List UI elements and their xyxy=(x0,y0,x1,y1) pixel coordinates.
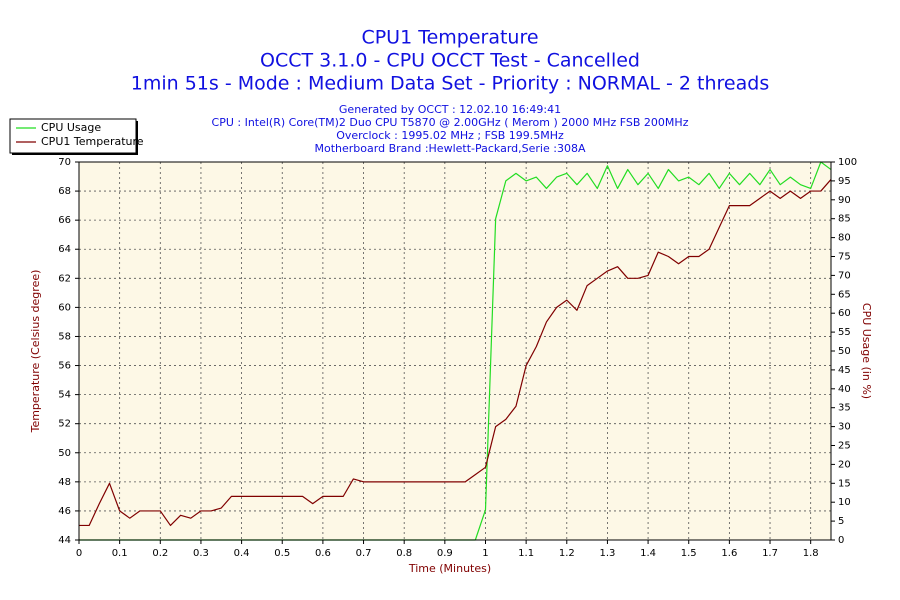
y2-tick-label: 70 xyxy=(838,270,851,281)
y-tick-label: 52 xyxy=(58,419,71,430)
y2-tick-label: 55 xyxy=(838,327,851,338)
x-tick-label: 0.9 xyxy=(437,548,453,559)
y2-tick-label: 100 xyxy=(838,157,857,168)
x-tick-label: 1.4 xyxy=(640,548,656,559)
chart-title: OCCT 3.1.0 - CPU OCCT Test - Cancelled xyxy=(260,50,640,72)
x-tick-label: 0.2 xyxy=(152,548,168,559)
x-tick-label: 0.6 xyxy=(315,548,331,559)
y-tick-label: 50 xyxy=(58,448,71,459)
subtitle: CPU : Intel(R) Core(TM)2 Duo CPU T5870 @… xyxy=(212,116,689,129)
y-tick-label: 54 xyxy=(58,390,71,401)
y2-tick-label: 95 xyxy=(838,176,851,187)
y2-tick-label: 45 xyxy=(838,365,851,376)
y-tick-label: 48 xyxy=(58,477,71,488)
y-tick-label: 44 xyxy=(58,535,71,546)
y2-tick-label: 75 xyxy=(838,252,851,263)
y-tick-label: 56 xyxy=(58,361,71,372)
y-tick-label: 64 xyxy=(58,244,71,255)
legend-box xyxy=(9,118,137,154)
series-line xyxy=(79,179,832,527)
y-tick-label: 46 xyxy=(58,506,71,517)
y-tick-label: 60 xyxy=(58,302,71,313)
y-axis-label: Temperature (Celsius degree) xyxy=(29,270,42,434)
subtitle: Motherboard Brand :Hewlett-Packard,Serie… xyxy=(315,142,586,155)
y2-tick-label: 80 xyxy=(838,233,851,244)
y2-tick-label: 5 xyxy=(838,516,844,527)
y2-tick-label: 15 xyxy=(838,478,851,489)
y-tick-label: 62 xyxy=(58,273,71,284)
y2-tick-label: 35 xyxy=(838,403,851,414)
y2-tick-label: 25 xyxy=(838,441,851,452)
y2-tick-label: 85 xyxy=(838,214,851,225)
x-tick-label: 0.7 xyxy=(356,548,372,559)
x-tick-label: 0.5 xyxy=(274,548,290,559)
x-tick-label: 1.7 xyxy=(762,548,778,559)
chart-title: 1min 51s - Mode : Medium Data Set - Prio… xyxy=(131,73,769,95)
y2-tick-label: 60 xyxy=(838,308,851,319)
x-tick-label: 0.3 xyxy=(193,548,209,559)
legend-label: CPU1 Temperature xyxy=(41,135,144,148)
y2-tick-label: 10 xyxy=(838,497,851,508)
y-tick-label: 58 xyxy=(58,331,71,342)
y2-tick-label: 30 xyxy=(838,422,851,433)
x-tick-label: 1.2 xyxy=(559,548,575,559)
y-tick-label: 68 xyxy=(58,186,71,197)
plot-area xyxy=(79,162,831,540)
x-axis-label: Time (Minutes) xyxy=(408,562,491,575)
x-tick-label: 1.6 xyxy=(721,548,737,559)
y2-tick-label: 50 xyxy=(838,346,851,357)
y2-tick-label: 20 xyxy=(838,459,851,470)
x-tick-label: 0.8 xyxy=(396,548,412,559)
axes: 0 0.1 0.2 0.3 0.4 0.5 0.6 0.7 0.8 0.9 1 1.1 1.2 1.3 1.… xyxy=(58,157,857,559)
subtitle: Overclock : 1995.02 MHz ; FSB 199.5MHz xyxy=(336,129,564,142)
y2-tick-label: 90 xyxy=(838,195,851,206)
y2-tick-label: 65 xyxy=(838,289,851,300)
x-tick-label: 1 xyxy=(482,548,488,559)
y2-tick-label: 0 xyxy=(838,535,844,546)
subtitle: Generated by OCCT : 12.02.10 16:49:41 xyxy=(339,103,561,116)
legend-label: CPU Usage xyxy=(41,121,101,134)
x-tick-label: 0.4 xyxy=(234,548,250,559)
x-tick-label: 1.1 xyxy=(518,548,534,559)
x-tick-label: 1.3 xyxy=(599,548,615,559)
chart-title: CPU1 Temperature xyxy=(361,27,538,49)
x-tick-label: 0.1 xyxy=(112,548,128,559)
x-tick-label: 1.8 xyxy=(803,548,819,559)
x-tick-label: 0 xyxy=(76,548,82,559)
y-tick-label: 66 xyxy=(58,215,71,226)
y-tick-label: 70 xyxy=(58,157,71,168)
y2-axis-label: CPU Usage (in %) xyxy=(860,303,873,399)
y2-tick-label: 40 xyxy=(838,384,851,395)
x-tick-label: 1.5 xyxy=(681,548,697,559)
